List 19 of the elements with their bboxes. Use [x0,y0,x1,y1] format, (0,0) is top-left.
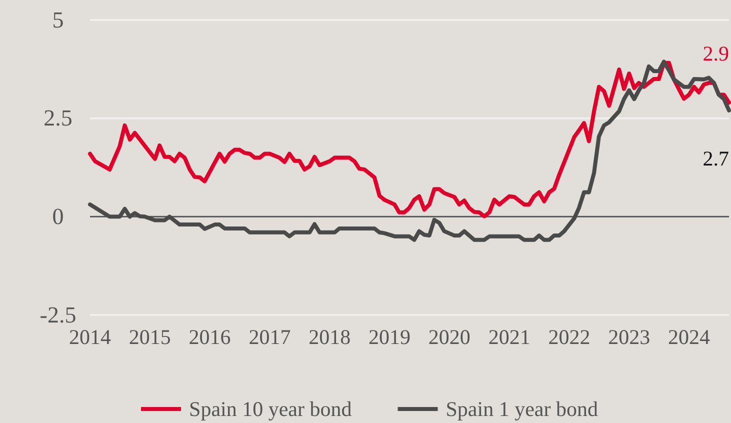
x-tick-label: 2021 [488,324,530,349]
x-tick-label: 2019 [368,324,410,349]
x-tick-label: 2022 [548,324,590,349]
y-tick-label: 5 [52,7,64,32]
legend-label: Spain 10 year bond [189,397,352,421]
x-tick-label: 2024 [668,324,710,349]
x-tick-label: 2014 [69,324,112,349]
legend-label: Spain 1 year bond [446,397,598,421]
x-tick-label: 2020 [428,324,470,349]
x-tick-label: 2015 [128,324,171,349]
x-tick-label: 2016 [188,324,231,349]
annotation: 2.9 [702,42,729,66]
y-tick-label: 2.5 [44,106,72,131]
y-tick-label: 0 [52,204,64,230]
x-tick-label: 2017 [248,324,291,349]
x-tick-label: 2018 [308,324,351,349]
y-tick-label: -2.5 [40,302,76,328]
x-tick-label: 2023 [608,324,650,349]
annotation: 2.7 [702,146,729,170]
